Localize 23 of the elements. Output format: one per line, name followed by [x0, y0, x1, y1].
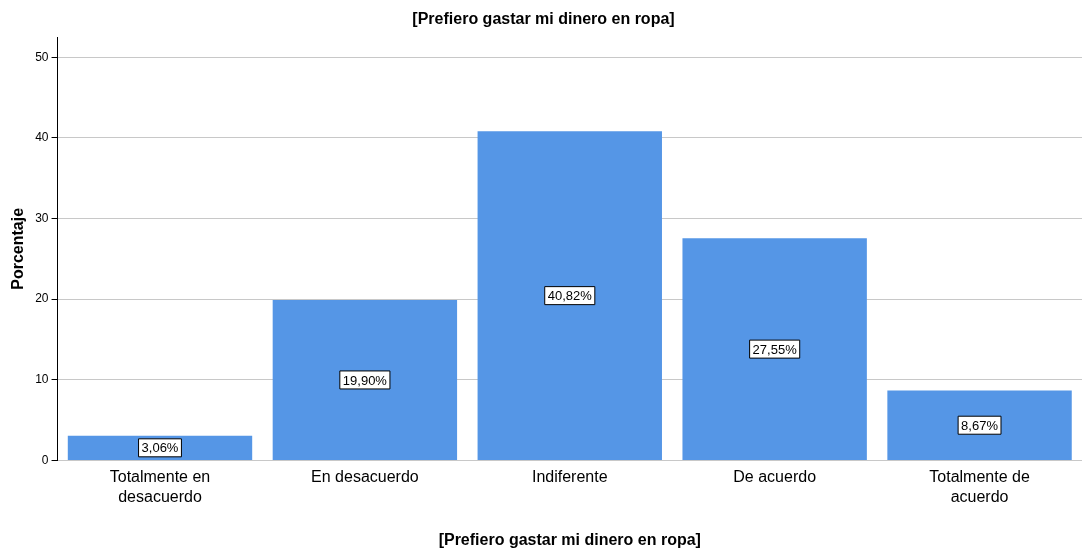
x-tick-label: Totalmente de acuerdo	[929, 468, 1030, 505]
bar	[272, 299, 458, 460]
x-tick-label: Indiferente	[531, 468, 608, 486]
data-label: 3,06%	[141, 440, 179, 456]
y-tick-label: 30	[35, 210, 49, 225]
x-tick-label: En desacuerdo	[311, 468, 419, 486]
y-tick-label: 10	[35, 372, 49, 387]
y-axis-title: Porcentaje	[9, 207, 27, 290]
y-tick-label: 0	[41, 452, 49, 467]
x-tick-label: Totalmente en desacuerdo	[109, 468, 211, 505]
bar	[887, 390, 1072, 460]
chart-title: [Prefiero gastar mi dinero en ropa]	[412, 10, 675, 28]
data-label: 8,67%	[961, 417, 999, 433]
x-axis-title: [Prefiero gastar mi dinero en ropa]	[438, 530, 701, 548]
bar	[477, 131, 662, 460]
y-tick-label: 50	[35, 49, 49, 64]
data-label: 27,55%	[752, 341, 798, 357]
y-tick-label: 40	[35, 130, 49, 145]
y-tick-label: 20	[35, 291, 49, 306]
data-label: 40,82%	[547, 288, 593, 304]
bar	[682, 238, 867, 460]
x-tick-label: De acuerdo	[733, 468, 817, 486]
data-label: 19,90%	[342, 372, 388, 388]
